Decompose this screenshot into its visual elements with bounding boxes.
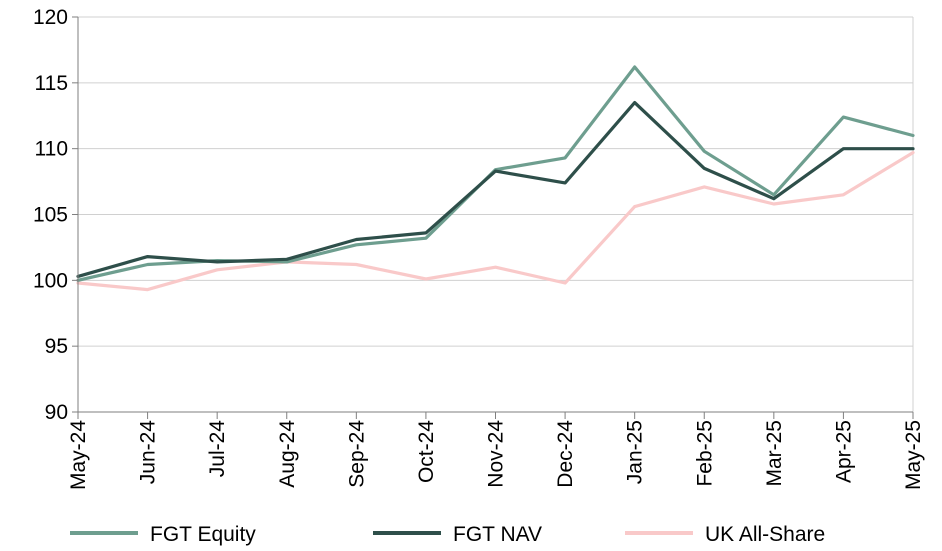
x-tick-label: Mar-25 (763, 420, 786, 487)
legend-label: FGT NAV (453, 523, 542, 546)
y-tick-label: 100 (33, 269, 68, 292)
x-tick-label: Dec-24 (554, 420, 577, 488)
series-layer (76, 65, 915, 292)
x-tick-label: Apr-25 (832, 420, 855, 483)
y-tick-labels: 90 95 100 105 110 115 120 (33, 6, 78, 424)
y-tick-label: 110 (35, 138, 68, 161)
legend-label: UK All-Share (705, 523, 825, 546)
y-tick-label: 95 (45, 335, 68, 358)
x-tick-label: Oct-24 (415, 420, 438, 483)
y-tick-label: 115 (35, 72, 68, 95)
x-tick-label: Feb-25 (693, 420, 716, 487)
x-tick-label: May-24 (67, 420, 90, 490)
x-tick-label: Nov-24 (485, 420, 508, 488)
x-tick-label: Jan-25 (624, 420, 647, 484)
x-tick-label: May-25 (902, 420, 925, 490)
gridlines (78, 16, 914, 412)
legend: FGT Equity FGT NAV UK All-Share (70, 523, 825, 546)
x-tick-label: Sep-24 (345, 420, 368, 488)
series-line-fgt-equity (76, 65, 915, 282)
x-tick-label: Aug-24 (276, 420, 299, 488)
y-tick-label: 105 (33, 204, 68, 227)
x-tick-labels: May-24 Jun-24 Jul-24 Aug-24 Sep-24 Oct-24 Nov-… (67, 412, 925, 490)
x-tick-label: Jun-24 (137, 420, 160, 485)
legend-label: FGT Equity (150, 523, 256, 546)
series-line-fgt-nav (76, 100, 915, 278)
y-tick-label: 120 (33, 6, 68, 29)
x-tick-label: Jul-24 (206, 420, 229, 478)
y-tick-label: 90 (45, 401, 68, 424)
